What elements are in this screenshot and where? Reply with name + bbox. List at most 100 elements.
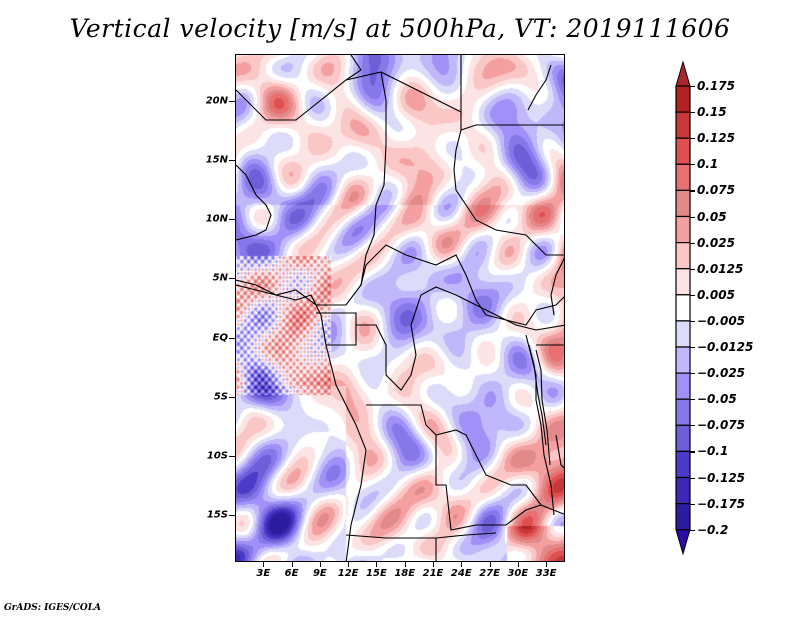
x-tick xyxy=(404,562,406,567)
colorbar-swatch xyxy=(675,137,691,165)
x-tick xyxy=(546,562,548,567)
border-congo-1 xyxy=(316,312,357,346)
y-tick-label: 10N xyxy=(205,213,228,225)
y-tick-label: 20N xyxy=(205,95,228,107)
colorbar-tick xyxy=(690,529,695,531)
colorbar-tick xyxy=(690,373,695,375)
border-east-lakes xyxy=(525,334,555,516)
y-tick xyxy=(229,278,235,280)
x-tick-label: 21E xyxy=(422,568,444,579)
colorbar-tick xyxy=(690,112,695,114)
x-tick-label: 33E xyxy=(535,568,557,579)
x-tick-label: 15E xyxy=(366,568,387,579)
y-tick-label: 15N xyxy=(205,154,228,166)
colorbar-swatch xyxy=(675,450,691,479)
y-tick xyxy=(229,455,235,457)
y-tick-label: 10S xyxy=(206,450,228,462)
colorbar-label: 0.075 xyxy=(697,183,735,198)
colorbar-swatch xyxy=(675,268,691,296)
colorbar-swatch xyxy=(675,294,691,322)
y-tick xyxy=(229,160,235,162)
chart-title: Vertical velocity [m/s] at 500hPa, VT: 2… xyxy=(69,14,731,43)
border-angola-zambia xyxy=(435,435,542,531)
x-tick xyxy=(433,562,434,567)
x-tick-label: 12E xyxy=(337,568,359,579)
x-tick-label: 6E xyxy=(284,568,299,579)
colorbar-label: −0.025 xyxy=(697,366,746,381)
border-north-4 xyxy=(460,112,564,131)
colorbar-tick xyxy=(690,503,695,505)
colorbar-swatch xyxy=(675,398,691,426)
colorbar-swatch xyxy=(675,476,691,505)
colorbar-label: −0.075 xyxy=(697,418,746,433)
colorbar-swatch xyxy=(675,111,691,139)
border-north-3 xyxy=(236,71,387,306)
y-tick xyxy=(229,337,235,339)
colorbar-tick xyxy=(690,164,695,166)
x-tick xyxy=(461,562,463,567)
colorbar-label: 0.0125 xyxy=(697,261,744,276)
y-tick-label: 5S xyxy=(213,391,228,403)
y-tick xyxy=(229,396,235,398)
grads-credit: GrADS: IGES/COLA xyxy=(4,603,102,613)
colorbar-top-arrow xyxy=(675,60,691,87)
colorbar-label: 0.1 xyxy=(697,157,719,172)
vertical-velocity-field xyxy=(236,55,564,561)
colorbar-tick xyxy=(690,347,695,349)
border-north-1 xyxy=(236,55,362,121)
colorbar-swatch xyxy=(675,85,691,113)
colorbar-swatch xyxy=(675,163,691,192)
x-tick-label: 27E xyxy=(479,568,500,579)
map-plot-area xyxy=(235,54,565,562)
colorbar-label: 0.175 xyxy=(697,79,735,93)
x-tick-label: 30E xyxy=(507,568,529,579)
border-north-2 xyxy=(345,55,462,113)
y-tick xyxy=(229,514,235,516)
colorbar-label: −0.005 xyxy=(697,313,746,328)
lake-nasser xyxy=(527,64,552,111)
colorbar-tick xyxy=(690,451,695,453)
colorbar-swatch xyxy=(675,372,691,400)
x-tick-label: 9E xyxy=(312,568,327,579)
y-tick xyxy=(229,219,235,221)
colorbar-tick xyxy=(690,399,695,401)
colorbar-label: −0.05 xyxy=(697,392,737,407)
colorbar-tick xyxy=(690,425,695,427)
colorbar-swatch xyxy=(675,424,691,452)
colorbar-tick xyxy=(690,477,695,479)
border-east-edge xyxy=(550,257,564,316)
colorbar-swatch xyxy=(675,215,691,244)
colorbar-label: 0.15 xyxy=(697,105,727,120)
x-tick-label: 24E xyxy=(450,568,472,579)
colorbar-label: 0.05 xyxy=(697,209,727,224)
border-libya-egypt xyxy=(453,129,564,256)
colorbar-label: −0.0125 xyxy=(697,340,754,354)
colorbar-tick xyxy=(690,268,695,270)
x-tick xyxy=(517,562,519,567)
x-tick xyxy=(376,562,378,567)
y-tick-label: 5N xyxy=(212,272,228,284)
colorbar-swatch xyxy=(675,320,691,348)
x-tick xyxy=(291,562,293,567)
border-congo-2 xyxy=(356,286,564,391)
colorbar-swatch xyxy=(675,242,691,270)
colorbar-bottom-arrow xyxy=(675,529,691,556)
y-tick-label: 15S xyxy=(206,509,228,521)
y-tick-label: EQ xyxy=(212,332,228,344)
colorbar-tick xyxy=(690,242,695,244)
colorbar-tick xyxy=(690,320,695,323)
colorbar-tick xyxy=(690,138,695,140)
colorbar-label: 0.005 xyxy=(697,287,735,302)
y-tick xyxy=(229,101,235,103)
x-tick xyxy=(319,562,321,567)
border-namibia xyxy=(345,532,497,539)
colorbar-swatch xyxy=(675,503,691,531)
border-chad-sudan xyxy=(360,244,564,326)
colorbar-label: −0.175 xyxy=(697,496,746,511)
border-tanzania xyxy=(555,434,564,469)
colorbar-label: 0.125 xyxy=(697,131,735,146)
colorbar-label: −0.1 xyxy=(697,444,729,459)
colorbar-swatch xyxy=(675,346,691,374)
colorbar xyxy=(675,60,691,556)
colorbar-tick xyxy=(690,294,695,296)
